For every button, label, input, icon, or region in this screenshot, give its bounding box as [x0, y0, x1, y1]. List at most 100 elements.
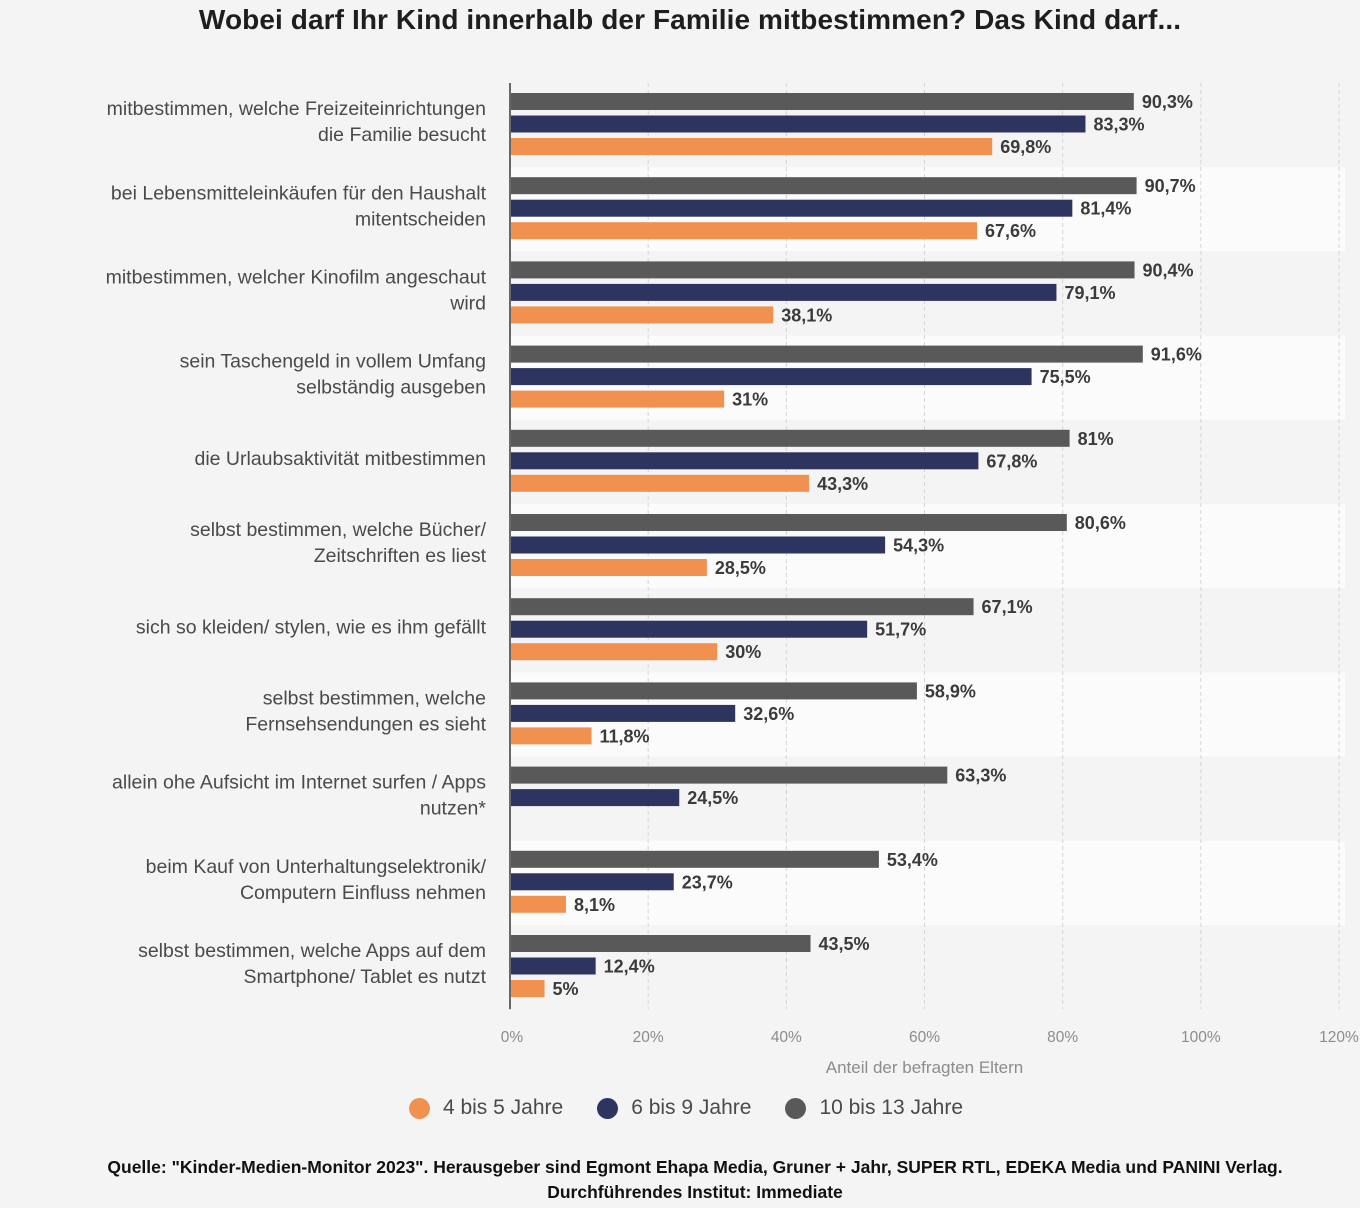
- tick-label: 80%: [1047, 1029, 1078, 1046]
- bar: [511, 429, 1070, 447]
- category-label: Computern Einfluss nehmen: [240, 882, 486, 904]
- data-label: 28,5%: [715, 558, 766, 578]
- bar: [511, 682, 917, 700]
- bar: [511, 957, 596, 975]
- legend-dot-icon: [785, 1097, 807, 1119]
- data-label: 54,3%: [893, 536, 944, 556]
- category-label: bei Lebensmitteleinkäufen für den Hausha…: [111, 182, 487, 204]
- bar: [511, 789, 680, 807]
- bar: [511, 643, 718, 661]
- category-label: selbst bestimmen, welche Apps auf dem: [138, 940, 486, 962]
- data-label: 69,8%: [1000, 137, 1051, 157]
- bar: [511, 306, 774, 324]
- category-label: Zeitschriften es liest: [314, 545, 487, 567]
- bar: [511, 138, 993, 155]
- bar: [511, 283, 1057, 301]
- category-label: selbst bestimmen, welche Bücher/: [190, 519, 486, 541]
- bar: [511, 474, 810, 492]
- data-label: 67,1%: [982, 597, 1033, 617]
- tick-label: 20%: [633, 1029, 664, 1046]
- bar: [511, 850, 879, 868]
- data-label: 90,7%: [1145, 176, 1196, 196]
- bar: [511, 452, 979, 470]
- data-label: 5%: [553, 979, 579, 999]
- data-label: 38,1%: [781, 305, 832, 325]
- legend: 4 bis 5 Jahre 6 bis 9 Jahre 10 bis 13 Jahr…: [0, 1096, 1360, 1120]
- bar: [511, 514, 1067, 531]
- data-label: 91,6%: [1151, 345, 1202, 365]
- data-label: 11,8%: [600, 726, 650, 746]
- bar: [511, 766, 948, 784]
- bar: [511, 222, 978, 240]
- bar: [511, 536, 886, 554]
- bar: [511, 261, 1135, 279]
- data-label: 43,5%: [819, 934, 870, 954]
- legend-dot-icon: [597, 1097, 619, 1119]
- category-label: allein ohe Aufsicht im Internet surfen /…: [112, 772, 486, 794]
- data-label: 24,5%: [687, 788, 738, 808]
- category-label: mitbestimmen, welche Freizeiteinrichtung…: [107, 98, 486, 120]
- data-label: 83,3%: [1093, 115, 1144, 135]
- category-label: Smartphone/ Tablet es nutzt: [244, 966, 487, 988]
- bar: [511, 368, 1032, 386]
- category-label: Fernsehsendungen es sieht: [245, 714, 486, 736]
- bar: [511, 199, 1073, 217]
- bar: [511, 390, 725, 408]
- data-label: 67,6%: [985, 221, 1036, 241]
- data-label: 90,3%: [1142, 92, 1193, 112]
- bar: [511, 895, 566, 913]
- data-label: 63,3%: [955, 766, 1006, 786]
- chart-title: Wobei darf Ihr Kind innerhalb der Famili…: [198, 4, 1182, 35]
- bar: [511, 935, 811, 952]
- bar: [511, 704, 736, 722]
- category-label: die Familie besucht: [318, 124, 487, 146]
- category-label: nutzen*: [420, 798, 487, 820]
- legend-item[interactable]: 10 bis 13 Jahre: [785, 1096, 963, 1120]
- bar: [511, 559, 707, 576]
- data-label: 31%: [732, 390, 768, 410]
- category-label: wird: [449, 293, 486, 315]
- bar: [511, 115, 1086, 133]
- category-label: sein Taschengeld in vollem Umfang: [180, 351, 486, 373]
- bar: [511, 620, 868, 638]
- data-label: 43,3%: [817, 474, 868, 494]
- bar: [511, 177, 1137, 195]
- data-label: 75,5%: [1040, 367, 1091, 387]
- category-label: mitentscheiden: [355, 208, 486, 230]
- category-label: die Urlaubsaktivität mitbestimmen: [194, 448, 486, 470]
- bar-chart: mitbestimmen, welche Freizeiteinrichtung…: [106, 83, 1359, 1077]
- category-label: mitbestimmen, welcher Kinofilm angeschau…: [106, 267, 487, 289]
- data-label: 81%: [1078, 429, 1114, 449]
- tick-label: 0%: [501, 1029, 524, 1046]
- category-label: selbständig ausgeben: [296, 377, 486, 399]
- legend-item[interactable]: 4 bis 5 Jahre: [408, 1096, 564, 1120]
- bar: [511, 93, 1134, 110]
- category-label: beim Kauf von Unterhaltungselektronik/: [146, 856, 487, 878]
- category-label: selbst bestimmen, welche: [263, 688, 486, 710]
- source-note: Quelle: "Kinder-Medien-Monitor 2023". He…: [107, 1157, 1283, 1202]
- legend-label: 4 bis 5 Jahre: [442, 1096, 564, 1119]
- data-label: 51,7%: [875, 620, 926, 640]
- bar: [511, 345, 1143, 363]
- tick-label: 60%: [909, 1029, 940, 1046]
- data-label: 12,4%: [604, 957, 655, 977]
- data-label: 90,4%: [1143, 260, 1194, 280]
- legend-label: 6 bis 9 Jahre: [631, 1096, 752, 1119]
- data-label: 79,1%: [1064, 283, 1115, 303]
- data-label: 32,6%: [743, 704, 794, 724]
- x-axis-title: Anteil der befragten Eltern: [826, 1058, 1024, 1077]
- data-label: 81,4%: [1080, 199, 1131, 219]
- category-label: sich so kleiden/ stylen, wie es ihm gefä…: [136, 616, 487, 638]
- legend-item[interactable]: 6 bis 9 Jahre: [597, 1096, 751, 1120]
- tick-label: 120%: [1319, 1029, 1359, 1046]
- data-label: 58,9%: [925, 681, 976, 701]
- data-label: 67,8%: [986, 451, 1037, 471]
- data-label: 80,6%: [1075, 513, 1126, 533]
- data-label: 53,4%: [887, 850, 938, 870]
- tick-label: 40%: [771, 1029, 802, 1046]
- data-label: 23,7%: [682, 872, 733, 892]
- data-label: 8,1%: [574, 895, 615, 915]
- legend-dot-icon: [408, 1097, 430, 1119]
- bar: [511, 980, 545, 997]
- tick-label: 100%: [1181, 1029, 1221, 1046]
